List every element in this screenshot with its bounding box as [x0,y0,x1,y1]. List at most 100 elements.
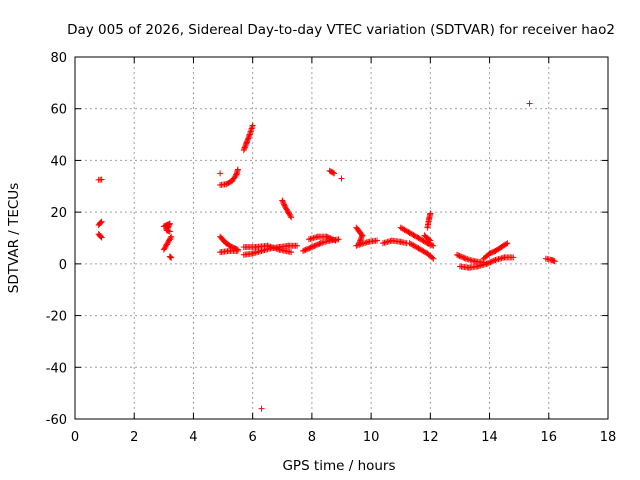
data-point [427,237,434,244]
data-point [166,253,173,260]
data-point [282,205,289,212]
data-point [327,235,334,242]
data-point [234,247,241,254]
y-tick-label: 60 [50,103,67,118]
data-point [324,234,331,241]
data-point [411,243,418,250]
data-point [287,213,294,220]
y-tick-label: -20 [46,310,67,325]
data-point [284,207,291,214]
data-point [98,176,105,183]
y-tick-label: -60 [46,413,67,428]
x-tick-label: 2 [130,430,138,445]
data-point [400,226,407,233]
data-point [258,405,265,412]
y-axis: -60 -40 -20 0 20 40 60 80 [46,51,608,428]
data-point [308,244,315,251]
data-point [294,242,301,249]
data-point [430,242,437,249]
data-point [285,209,292,216]
data-point [411,232,418,239]
data-point [427,210,434,217]
x-tick-label: 8 [308,430,316,445]
data-point [167,235,174,241]
data-points [95,100,558,412]
data-point [416,235,423,242]
y-tick-label: -40 [46,361,67,376]
x-tick-label: 16 [541,430,558,445]
grid-lines [75,57,608,419]
data-point [310,243,317,250]
data-point [429,242,436,249]
y-tick-label: 20 [50,206,67,221]
data-point [280,200,287,207]
data-point [166,237,173,244]
data-point [234,166,241,173]
data-point [414,234,421,241]
data-point [288,249,295,256]
data-point [301,247,308,254]
data-point [315,241,322,248]
data-point [416,246,423,253]
data-point [407,230,414,237]
data-point [167,254,174,261]
data-point [398,225,405,232]
data-point [406,240,413,247]
data-point [312,242,319,249]
data-point [168,233,175,240]
data-point [331,237,338,244]
y-tick-label: 0 [59,258,67,273]
data-point [286,211,293,218]
data-point [288,214,295,221]
data-point [484,260,491,267]
data-point [281,201,288,208]
data-point [510,254,517,261]
data-point [302,246,309,253]
data-point [409,241,416,248]
data-point [300,247,307,254]
data-point [459,254,466,261]
data-point [405,229,412,236]
data-point [279,198,286,205]
data-point [461,255,468,262]
data-point [551,258,558,265]
x-tick-label: 18 [600,430,617,445]
data-point [232,172,239,179]
data-point [421,249,428,256]
data-point [97,233,104,240]
data-point [97,220,104,227]
data-point [283,206,290,213]
data-point [455,252,462,259]
data-point [161,245,168,252]
data-point [163,242,170,249]
data-point [491,257,498,264]
y-axis-title: SDTVAR / TECUs [6,183,22,293]
y-tick-label: 40 [50,154,67,169]
data-point [249,122,256,129]
data-point [415,235,422,241]
data-point [166,228,173,235]
data-point [415,245,422,252]
x-tick-label: 6 [249,430,257,445]
data-point [160,246,167,253]
data-point [402,227,409,234]
x-axis-title: GPS time / hours [282,458,395,474]
data-point [313,241,320,248]
data-point [166,236,173,243]
data-point [421,238,428,245]
x-tick-label: 4 [189,430,197,445]
data-point [282,203,289,210]
data-point [281,202,288,209]
data-point [420,248,427,255]
data-point [217,170,224,177]
data-point [460,254,467,261]
data-point [407,240,414,247]
data-point [328,235,335,242]
data-point [410,242,417,249]
data-point [307,244,314,251]
data-point [329,169,336,176]
data-point [456,252,463,259]
data-point [168,254,175,261]
data-point [335,236,342,243]
